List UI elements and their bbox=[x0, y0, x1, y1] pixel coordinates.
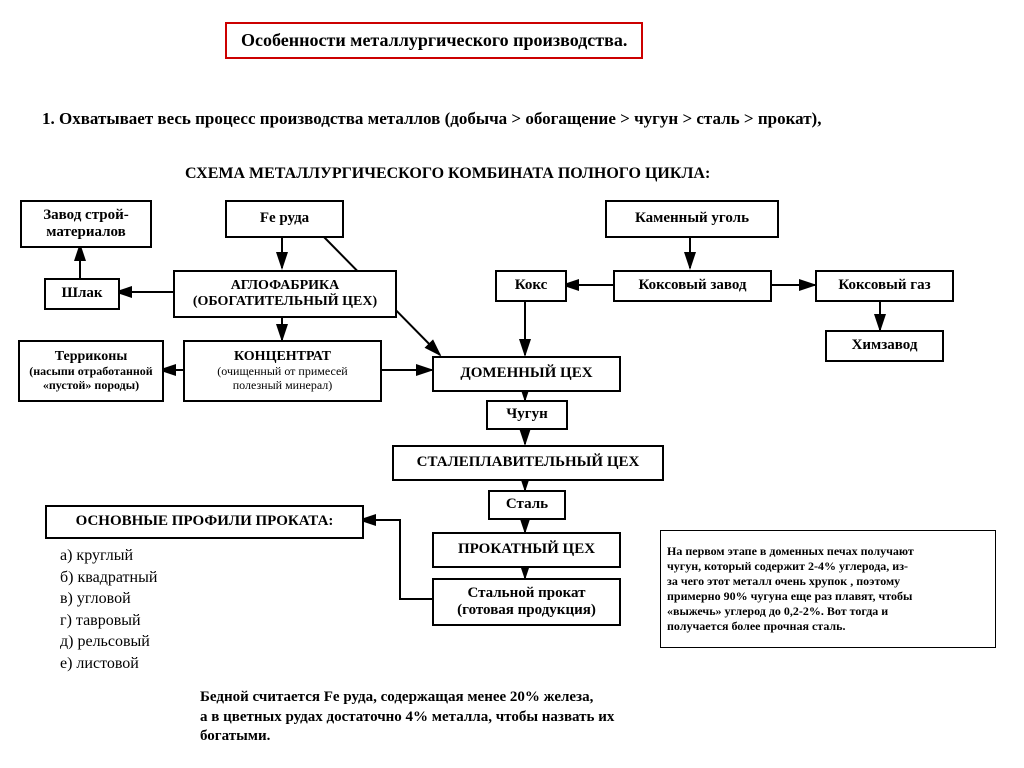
plant-mat-l1: Завод строй- bbox=[22, 207, 150, 224]
profile-v: в) угловой bbox=[60, 588, 157, 610]
rolling-label: ПРОКАТНЫЙ ЦЕХ bbox=[434, 541, 619, 558]
note-l1: На первом этапе в доменных печах получаю… bbox=[667, 544, 989, 559]
plant-mat-l2: материалов bbox=[22, 224, 150, 241]
aglo-l2: (ОБОГАТИТЕЛЬНЫЙ ЦЕХ) bbox=[175, 294, 395, 310]
rolled-l2: (готовая продукция) bbox=[434, 602, 619, 619]
fe-ore-label: Fe руда bbox=[227, 210, 342, 227]
node-plant-materials: Завод строй- материалов bbox=[20, 200, 152, 248]
coal-label: Каменный уголь bbox=[607, 210, 777, 227]
node-slag: Шлак bbox=[44, 278, 120, 310]
note-l6: получается более прочная сталь. bbox=[667, 619, 989, 634]
node-koks-gas: Коксовый газ bbox=[815, 270, 954, 302]
node-koks-plant: Коксовый завод bbox=[613, 270, 772, 302]
intro-span: 1. Охватывает весь процесс производства … bbox=[42, 109, 821, 128]
rolled-l1: Стальной прокат bbox=[434, 585, 619, 602]
slag-label: Шлак bbox=[46, 285, 118, 302]
koks-plant-label: Коксовый завод bbox=[615, 277, 770, 294]
node-terrikony: Терриконы (насыпи отработанной «пустой» … bbox=[18, 340, 164, 402]
bottom-l2: а в цветных рудах достаточно 4% металла,… bbox=[200, 708, 614, 728]
note-l4: примерно 90% чугуна еще раз плавят, чтоб… bbox=[667, 589, 989, 604]
note-box: На первом этапе в доменных печах получаю… bbox=[660, 530, 996, 648]
terr-l1: Терриконы bbox=[20, 349, 162, 365]
node-chem-plant: Химзавод bbox=[825, 330, 944, 362]
scheme-heading-span: СХЕМА МЕТАЛЛУРГИЧЕСКОГО КОМБИНАТА ПОЛНОГ… bbox=[185, 165, 710, 182]
note-l5: «выжечь» углерод до 0,2-2%. Вот тогда и bbox=[667, 604, 989, 619]
node-rolling: ПРОКАТНЫЙ ЦЕХ bbox=[432, 532, 621, 568]
note-l2: чугун, который содержит 2-4% углерода, и… bbox=[667, 559, 989, 574]
bottom-l1: Бедной считается Fe руда, содержащая мен… bbox=[200, 688, 614, 708]
node-steel: Сталь bbox=[488, 490, 566, 520]
profiles-title-label: ОСНОВНЫЕ ПРОФИЛИ ПРОКАТА: bbox=[47, 513, 362, 530]
profile-g: г) тавровый bbox=[60, 610, 157, 632]
node-koncentrat: КОНЦЕНТРАТ (очищенный от примесей полезн… bbox=[183, 340, 382, 402]
intro-text: 1. Охватывает весь процесс производства … bbox=[42, 108, 982, 131]
terr-l2: (насыпи отработанной bbox=[20, 365, 162, 379]
diagram-root: Особенности металлургического производст… bbox=[0, 0, 1024, 768]
chem-plant-label: Химзавод bbox=[827, 337, 942, 354]
pig-iron-label: Чугун bbox=[488, 406, 566, 423]
profiles-list: а) круглый б) квадратный в) угловой г) т… bbox=[60, 545, 157, 675]
blast-label: ДОМЕННЫЙ ЦЕХ bbox=[434, 365, 619, 382]
node-koks: Кокс bbox=[495, 270, 567, 302]
scheme-heading: СХЕМА МЕТАЛЛУРГИЧЕСКОГО КОМБИНАТА ПОЛНОГ… bbox=[185, 165, 710, 183]
note-l3: за чего этот металл очень хрупок , поэто… bbox=[667, 574, 989, 589]
node-coal: Каменный уголь bbox=[605, 200, 779, 238]
koks-label: Кокс bbox=[497, 277, 565, 294]
title-text: Особенности металлургического производст… bbox=[241, 30, 627, 50]
node-profiles-title: ОСНОВНЫЕ ПРОФИЛИ ПРОКАТА: bbox=[45, 505, 364, 539]
profile-a: а) круглый bbox=[60, 545, 157, 567]
profile-d: д) рельсовый bbox=[60, 631, 157, 653]
node-rolled-product: Стальной прокат (готовая продукция) bbox=[432, 578, 621, 626]
profile-b: б) квадратный bbox=[60, 567, 157, 589]
terr-l3: «пустой» породы) bbox=[20, 379, 162, 393]
node-blast: ДОМЕННЫЙ ЦЕХ bbox=[432, 356, 621, 392]
koks-gas-label: Коксовый газ bbox=[817, 277, 952, 294]
bottom-l3: богатыми. bbox=[200, 727, 614, 747]
node-aglo: АГЛОФАБРИКА (ОБОГАТИТЕЛЬНЫЙ ЦЕХ) bbox=[173, 270, 397, 318]
aglo-l1: АГЛОФАБРИКА bbox=[175, 278, 395, 294]
node-pig-iron: Чугун bbox=[486, 400, 568, 430]
node-steel-shop: СТАЛЕПЛАВИТЕЛЬНЫЙ ЦЕХ bbox=[392, 445, 664, 481]
konc-l1: КОНЦЕНТРАТ bbox=[185, 349, 380, 365]
node-fe-ore: Fe руда bbox=[225, 200, 344, 238]
page-title: Особенности металлургического производст… bbox=[225, 22, 643, 59]
bottom-text: Бедной считается Fe руда, содержащая мен… bbox=[200, 688, 614, 747]
konc-l3: полезный минерал) bbox=[185, 379, 380, 393]
steel-shop-label: СТАЛЕПЛАВИТЕЛЬНЫЙ ЦЕХ bbox=[394, 454, 662, 471]
steel-label: Сталь bbox=[490, 496, 564, 513]
konc-l2: (очищенный от примесей bbox=[185, 365, 380, 379]
profile-e: е) листовой bbox=[60, 653, 157, 675]
